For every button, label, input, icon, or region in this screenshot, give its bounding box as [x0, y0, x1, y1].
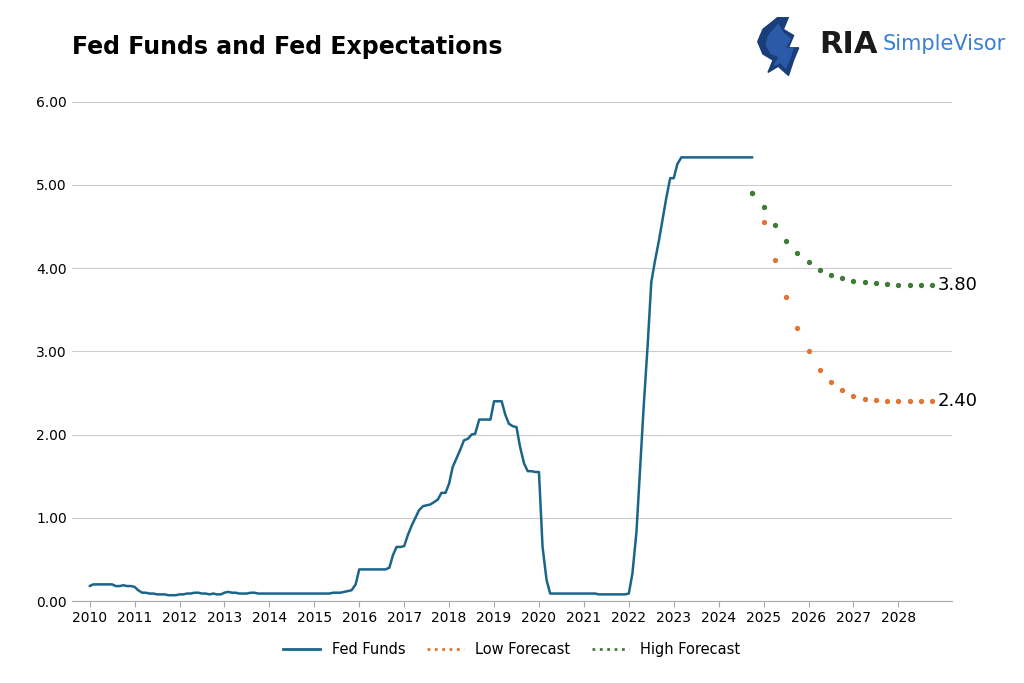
- Legend: Fed Funds, Low Forecast, High Forecast: Fed Funds, Low Forecast, High Forecast: [278, 637, 746, 663]
- Polygon shape: [766, 23, 794, 69]
- Text: Fed Funds and Fed Expectations: Fed Funds and Fed Expectations: [72, 36, 502, 59]
- Text: RIA: RIA: [819, 30, 878, 59]
- Polygon shape: [758, 17, 799, 75]
- Text: 3.80: 3.80: [938, 276, 977, 294]
- Text: SimpleVisor: SimpleVisor: [883, 34, 1006, 55]
- Text: ★: ★: [813, 44, 815, 45]
- Text: 2.40: 2.40: [938, 392, 978, 410]
